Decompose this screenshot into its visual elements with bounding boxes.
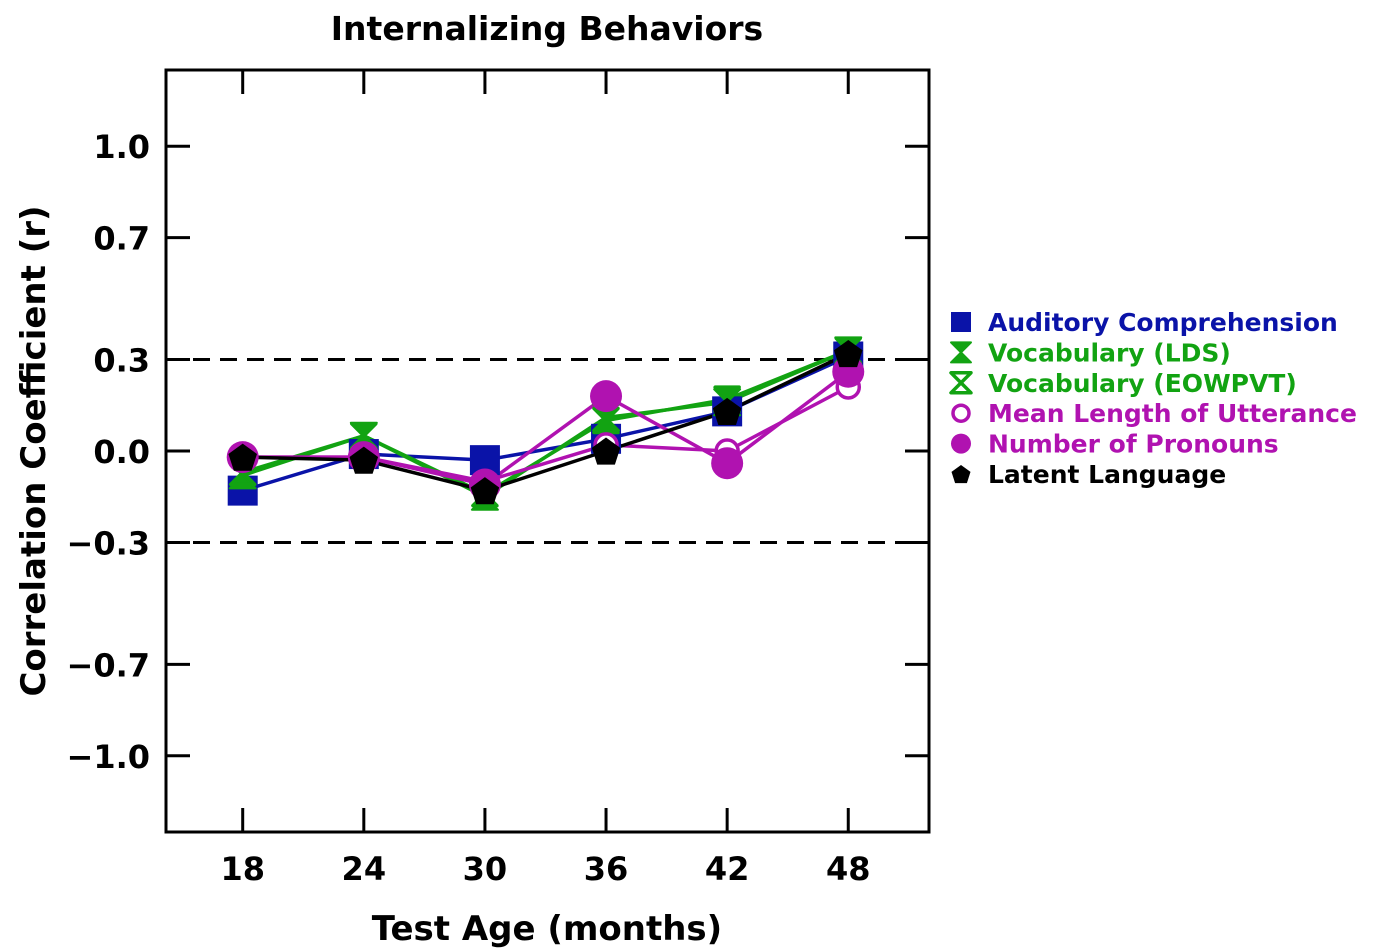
x-tick-label: 36 [584, 850, 629, 888]
reference-lines [166, 358, 929, 544]
data-point [228, 443, 257, 471]
axes: 1.0 0.7 0.3 0.0 −0.3 −0.7 −1.0 18 24 30 36 42 48 [67, 70, 929, 888]
plot-frame [164, 68, 931, 834]
data-point [349, 446, 379, 474]
x-tick-label: 30 [463, 850, 508, 888]
data-point [951, 433, 971, 454]
legend-label: Number of Pronouns [988, 430, 1279, 459]
x-tick-label: 24 [342, 850, 387, 888]
series-line [242, 351, 850, 493]
series-line [242, 348, 849, 496]
legend-label: Mean Length of Utterance [988, 399, 1357, 428]
y-tick-label: −0.3 [67, 524, 151, 562]
data-point [712, 397, 742, 425]
legend-label: Latent Language [988, 460, 1226, 489]
y-tick-label: 0.0 [93, 433, 150, 471]
data-point [834, 340, 863, 368]
data-point [590, 380, 623, 413]
data-point [591, 437, 621, 465]
y-tick-label: −0.7 [67, 646, 151, 684]
data-point [951, 312, 971, 332]
y-axis-title: Correlation Coefficient (r) [14, 205, 54, 696]
y-tick-label: 0.3 [93, 342, 150, 380]
y-tick-label: 1.0 [93, 128, 150, 166]
legend-label: Vocabulary (EOWPVT) [988, 369, 1297, 398]
x-tick-label: 42 [705, 850, 750, 888]
data-point [951, 403, 971, 423]
data-point [951, 465, 971, 484]
series-group [226, 336, 865, 511]
data-point [711, 447, 744, 480]
data-point [470, 477, 500, 505]
y-tick-label: 0.7 [93, 220, 150, 258]
data-point [949, 371, 973, 395]
legend-label: Vocabulary (LDS) [988, 338, 1231, 367]
x-axis-title: Test Age (months) [372, 909, 722, 949]
legend-label: Auditory Comprehension [988, 308, 1338, 337]
x-tick-label: 48 [826, 850, 871, 888]
chart-title: Internalizing Behaviors [331, 9, 763, 48]
x-tick-label: 18 [220, 850, 265, 888]
series-line [242, 348, 849, 499]
y-tick-label: −1.0 [67, 738, 151, 776]
series-line [242, 370, 850, 487]
series-line [242, 385, 850, 484]
data-point [950, 341, 972, 364]
